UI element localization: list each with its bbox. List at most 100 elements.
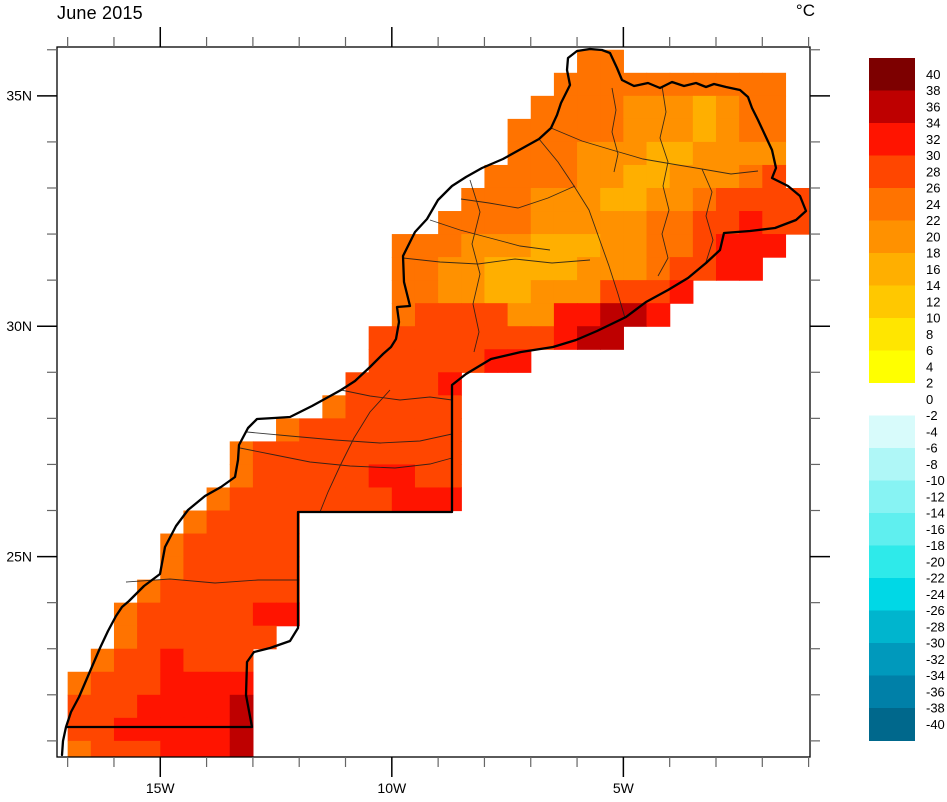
temp-cell	[484, 211, 509, 235]
temp-cell	[484, 280, 509, 304]
temp-cell	[646, 211, 671, 235]
temp-cell	[484, 164, 509, 189]
temp-cell	[345, 395, 370, 419]
temp-cell	[276, 579, 300, 604]
temp-cell	[183, 579, 208, 604]
temp-cell	[461, 280, 486, 304]
temp-cell	[715, 257, 740, 281]
temp-cell	[414, 326, 439, 350]
temp-cell	[252, 625, 277, 650]
temp-cell	[715, 141, 740, 166]
temp-cell	[646, 164, 671, 189]
temp-cell	[438, 464, 462, 489]
temp-cell	[646, 187, 671, 212]
temp-cell	[739, 257, 763, 281]
temp-cell	[368, 372, 393, 396]
temp-cell	[183, 671, 208, 696]
temp-cell	[669, 95, 694, 120]
colorbar-block	[869, 383, 915, 416]
temp-cell	[229, 602, 254, 627]
colorbar-label: 24	[926, 197, 940, 212]
temp-cell	[739, 187, 763, 212]
temp-cell	[160, 740, 185, 757]
temp-cell	[206, 556, 231, 581]
temp-cell	[276, 441, 300, 466]
temp-cell	[229, 648, 254, 673]
colorbar-block	[869, 513, 915, 546]
colorbar-block	[869, 253, 915, 286]
admin-boundary	[550, 127, 759, 175]
temp-cell	[530, 303, 555, 327]
colorbar-label: 38	[926, 83, 940, 98]
temp-cell	[507, 257, 532, 281]
temp-cell	[183, 740, 208, 757]
temp-cell	[762, 234, 787, 258]
temp-cell	[438, 303, 462, 327]
temp-cell	[276, 418, 300, 442]
admin-boundary	[340, 389, 453, 401]
temp-cell	[739, 211, 763, 235]
temp-cell	[391, 372, 416, 396]
temp-cell	[577, 211, 601, 235]
colorbar-block	[869, 318, 915, 351]
temp-cell	[229, 717, 254, 742]
temp-cell	[715, 211, 740, 235]
colorbar-label: -12	[926, 489, 945, 504]
colorbar-label: -10	[926, 473, 945, 488]
temp-cell	[692, 234, 717, 258]
colorbar-label: 22	[926, 213, 940, 228]
temp-cell	[553, 72, 578, 97]
temp-cell	[715, 95, 740, 120]
temp-cell	[299, 441, 323, 466]
temp-cell	[137, 625, 161, 650]
temp-cell	[368, 418, 393, 442]
temp-cell	[600, 257, 624, 281]
colorbar-label: 26	[926, 181, 940, 196]
temp-cell	[137, 671, 161, 696]
temp-cell	[183, 694, 208, 719]
temp-cell	[276, 602, 300, 627]
temp-cell	[90, 717, 115, 742]
temp-cell	[438, 487, 462, 512]
temp-cell	[600, 72, 624, 97]
colorbar-label: -24	[926, 587, 945, 602]
temp-cell	[600, 141, 624, 166]
colorbar-label: 36	[926, 99, 940, 114]
temp-cell	[600, 234, 624, 258]
temp-cell	[252, 487, 277, 512]
colorbar-block	[869, 578, 915, 611]
temp-cell	[484, 303, 509, 327]
temp-cell	[507, 164, 532, 189]
admin-boundary	[429, 219, 551, 251]
temp-cell	[113, 625, 138, 650]
temp-cell	[692, 118, 717, 143]
temp-cell	[183, 648, 208, 673]
colorbar: 4038363432302826242220181614121086420-2-…	[869, 58, 945, 741]
colorbar-label: 14	[926, 278, 940, 293]
temp-cell	[692, 72, 717, 97]
temp-cell	[600, 326, 624, 350]
temp-cell	[252, 510, 277, 535]
temp-cell	[276, 510, 300, 535]
colorbar-block	[869, 708, 915, 741]
temp-cell	[276, 487, 300, 512]
temp-cell	[67, 694, 92, 719]
temp-cell	[600, 187, 624, 212]
temp-cell	[553, 211, 578, 235]
colorbar-label: 40	[926, 67, 940, 82]
colorbar-block	[869, 285, 915, 319]
temp-cell	[553, 257, 578, 281]
temp-cell	[461, 326, 486, 350]
temp-cell	[137, 717, 161, 742]
temp-cell	[646, 141, 671, 166]
temp-cell	[206, 694, 231, 719]
temp-cell	[391, 234, 416, 258]
temp-cell	[229, 625, 254, 650]
temp-cell	[276, 464, 300, 489]
temp-cell	[669, 118, 694, 143]
temp-cell	[739, 118, 763, 143]
temp-cell	[67, 671, 92, 696]
temp-cell	[113, 671, 138, 696]
temp-cell	[414, 349, 439, 373]
temp-cell	[368, 395, 393, 419]
